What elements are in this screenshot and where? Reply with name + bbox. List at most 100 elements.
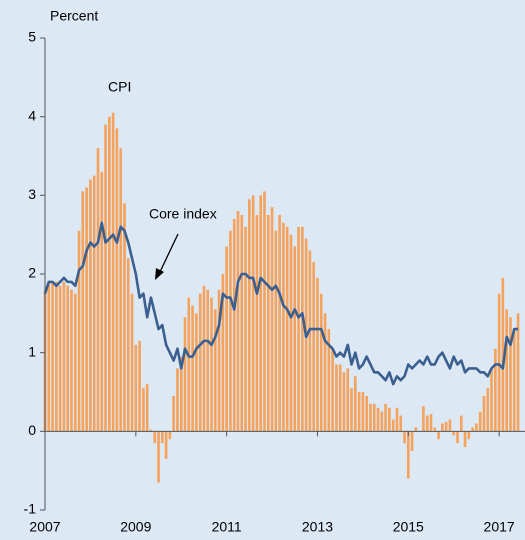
cpi-bar <box>289 234 293 432</box>
y-tick-label: 5 <box>28 29 36 45</box>
cpi-bar <box>437 431 440 440</box>
cpi-bar <box>316 277 319 432</box>
cpi-bar <box>89 179 92 432</box>
cpi-bar <box>422 406 425 432</box>
cpi-bar <box>353 376 357 432</box>
cpi-bar <box>55 281 58 432</box>
cpi-bar <box>452 431 456 436</box>
cpi-bar <box>501 277 505 432</box>
cpi-bar <box>92 175 96 432</box>
cpi-bar <box>463 431 467 448</box>
cpi-bar <box>179 356 183 432</box>
cpi-bar <box>380 411 384 432</box>
cpi-bar <box>516 313 520 432</box>
cpi-bar <box>176 368 179 432</box>
cpi-bar <box>213 309 217 432</box>
cpi-bar <box>248 199 251 432</box>
cpi-bar <box>58 285 62 432</box>
cpi-bar <box>441 423 444 432</box>
cpi-bar <box>429 414 433 432</box>
cpi-bar <box>490 368 493 432</box>
x-tick-label: 2015 <box>393 519 424 535</box>
cpi-bar <box>357 392 361 432</box>
y-tick-label: 1 <box>28 343 36 359</box>
cpi-bar <box>376 407 380 432</box>
cpi-bar <box>414 427 418 432</box>
x-tick-label: 2009 <box>120 519 151 535</box>
cpi-bar <box>365 395 368 432</box>
cpi-bar <box>406 431 410 479</box>
cpi-bar <box>372 403 376 432</box>
cpi-bar <box>51 281 54 432</box>
cpi-bar <box>104 124 107 432</box>
cpi-bar <box>319 293 323 432</box>
cpi-bar <box>323 313 327 432</box>
cpi-bar <box>172 395 175 432</box>
cpi-bar <box>293 246 297 432</box>
cpi-bar <box>73 293 77 432</box>
cpi-bar <box>467 431 471 440</box>
cpi-bar <box>505 309 509 432</box>
cpi-bar <box>255 215 259 432</box>
cpi-bar <box>232 218 236 432</box>
cpi-bar <box>164 431 168 459</box>
cpi-bar <box>77 230 81 432</box>
cpi-bar <box>494 348 497 432</box>
cpi-bar <box>183 317 187 432</box>
cpi-bar <box>168 431 172 440</box>
cpi-bar <box>195 313 198 432</box>
cpi-bar <box>108 116 111 432</box>
cpi-bar <box>388 407 391 432</box>
cpi-bar <box>240 215 244 432</box>
cpi-bar <box>448 419 452 432</box>
cpi-bar <box>96 148 100 432</box>
cpi-bar <box>335 364 338 432</box>
cpi-bar <box>62 281 66 432</box>
cpi-bar <box>191 305 194 432</box>
cpi-bar <box>403 431 406 444</box>
cpi-bar <box>259 195 263 432</box>
cpi-bar <box>229 230 232 432</box>
cpi-bar <box>395 407 399 432</box>
cpi-bar <box>70 289 73 432</box>
cpi-bar <box>327 329 331 432</box>
y-tick-label: 4 <box>28 107 36 123</box>
cpi-bar <box>384 403 387 432</box>
x-tick-label: 2013 <box>302 519 333 535</box>
cpi-bar <box>123 203 126 432</box>
cpi-bar <box>111 112 115 432</box>
cpi-bar <box>210 297 213 432</box>
cpi-bar <box>149 429 153 432</box>
y-tick-label: 2 <box>28 265 36 281</box>
cpi-bar <box>263 191 266 432</box>
cpi-bar <box>221 274 225 432</box>
cpi-bar <box>126 258 130 432</box>
x-tick-label: 2007 <box>29 519 60 535</box>
y-tick-label: 3 <box>28 186 36 202</box>
cpi-bar <box>482 395 486 432</box>
cpi-bar <box>157 431 160 483</box>
cpi-bar <box>142 388 145 432</box>
cpi-bar <box>251 195 255 432</box>
cpi-bar <box>456 431 459 444</box>
y-axis-label: Percent <box>50 8 98 24</box>
cpi-bar <box>81 191 85 432</box>
cpi-bar <box>115 128 119 432</box>
y-tick-label: 0 <box>28 422 36 438</box>
cpi-bar <box>391 419 395 432</box>
cpi-bar <box>270 207 274 432</box>
cpi-bar <box>217 289 221 432</box>
cpi-bar <box>301 226 304 432</box>
y-tick-label: -1 <box>24 501 37 517</box>
cpi-bar <box>410 431 414 451</box>
cpi-bar <box>206 289 210 432</box>
cpi-bar <box>138 340 141 432</box>
cpi-bar <box>497 293 501 432</box>
cpi-bar <box>236 211 240 432</box>
x-tick-label: 2017 <box>484 519 515 535</box>
arrow-shaft <box>158 233 179 275</box>
cpi-bar <box>130 293 134 432</box>
cpi-bar <box>225 246 228 432</box>
cpi-bar <box>331 348 334 432</box>
cpi-bar <box>187 297 191 432</box>
